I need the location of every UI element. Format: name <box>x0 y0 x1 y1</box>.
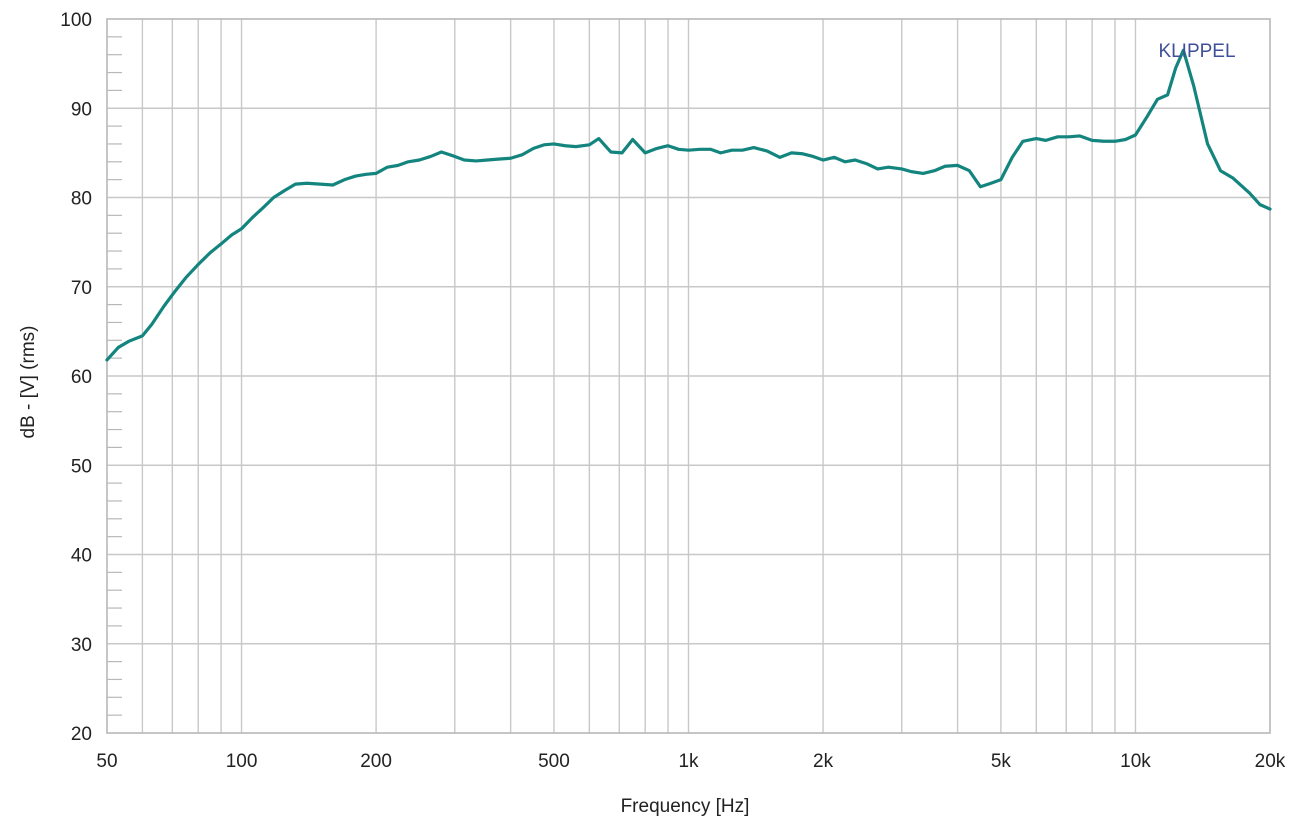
grid-layer <box>107 19 1270 733</box>
x-tick-label: 10k <box>1120 751 1151 772</box>
series-layer <box>105 48 1272 362</box>
x-tick-label: 500 <box>538 751 570 772</box>
y-minor-ticks <box>107 36 122 716</box>
x-tick-label: 20k <box>1255 751 1286 772</box>
y-tick-label: 50 <box>71 456 92 477</box>
y-tick-label: 20 <box>71 724 92 745</box>
y-tick-label: 80 <box>71 189 92 210</box>
x-tick-labels: 50 100 200 500 1k 2k 5k 10k 20k <box>96 751 1285 772</box>
y-tick-label: 30 <box>71 635 92 656</box>
plot-border <box>106 18 1271 734</box>
plot-frame <box>106 18 1271 734</box>
x-tick-label: 50 <box>96 751 117 772</box>
x-tick-label: 2k <box>813 751 834 772</box>
y-tick-label: 60 <box>71 367 92 388</box>
y-axis-title: dB - [V] (rms) <box>18 326 39 439</box>
x-tick-label: 200 <box>360 751 392 772</box>
x-tick-label: 100 <box>226 751 258 772</box>
klippel-watermark: KLIPPEL <box>1158 41 1235 62</box>
y-tick-label: 100 <box>60 10 92 31</box>
y-tick-label: 70 <box>71 278 92 299</box>
x-tick-label: 5k <box>991 751 1012 772</box>
series-line-response <box>105 48 1272 362</box>
y-tick-labels: 20 30 40 50 60 70 80 90 100 <box>60 10 92 745</box>
y-tick-label: 40 <box>71 546 92 567</box>
y-tick-label: 90 <box>71 99 92 120</box>
x-tick-label: 1k <box>678 751 699 772</box>
x-axis-title: Frequency [Hz] <box>621 796 750 817</box>
